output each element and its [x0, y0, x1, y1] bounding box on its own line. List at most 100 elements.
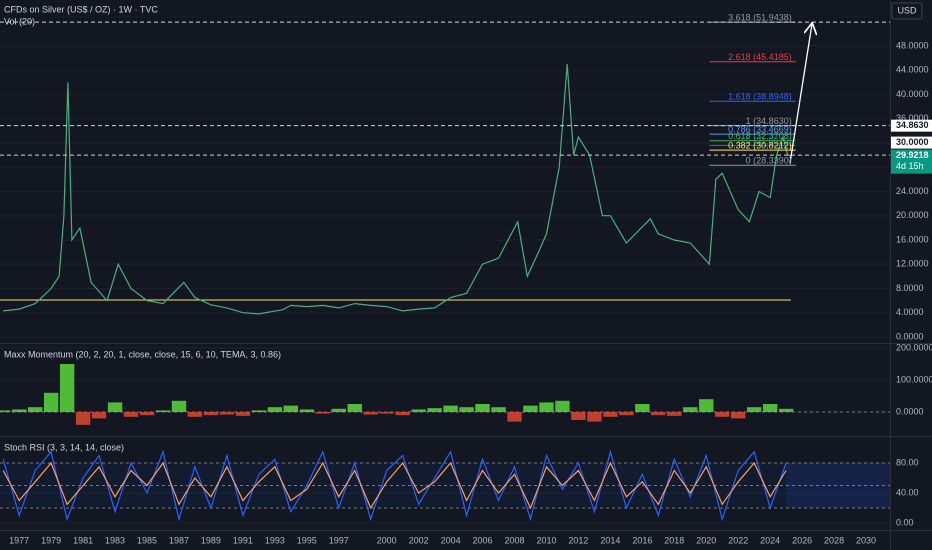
- momentum-bar: [507, 412, 522, 422]
- y-tick-label: 4.0000: [896, 307, 924, 317]
- momentum-bar: [746, 407, 762, 412]
- x-tick-label: 2030: [856, 535, 876, 545]
- momentum-bar: [43, 392, 59, 412]
- currency-label[interactable]: USD: [897, 5, 917, 15]
- x-tick-label: 1985: [137, 535, 157, 545]
- momentum-bar: [91, 412, 107, 419]
- momentum-bar: [155, 410, 171, 412]
- momentum-bar: [363, 412, 378, 415]
- x-tick-label: 2002: [409, 535, 429, 545]
- x-tick-label: 2010: [536, 535, 556, 545]
- y-tick-label: 48.0000: [896, 40, 929, 50]
- momentum-bar: [491, 407, 506, 412]
- x-tick-label: 1991: [233, 535, 253, 545]
- x-tick-label: 2008: [504, 535, 524, 545]
- momentum-bar: [411, 409, 426, 412]
- momentum-bar: [635, 404, 650, 412]
- momentum-bar: [459, 407, 474, 412]
- x-tick-label: 2026: [792, 535, 812, 545]
- x-tick-label: 1997: [329, 535, 349, 545]
- x-tick-label: 2018: [664, 535, 684, 545]
- momentum-bar: [283, 405, 298, 412]
- fib-label: 0.618 (32.3708): [728, 131, 792, 141]
- volume-label: Vol (20): [4, 16, 35, 26]
- y-tick-label: 200.0000: [896, 342, 932, 352]
- fib-label: 1.618 (38.8948): [728, 92, 792, 102]
- momentum-bar: [59, 364, 75, 412]
- momentum-bar: [299, 409, 314, 412]
- momentum-bar: [235, 412, 251, 416]
- momentum-bar: [27, 407, 43, 412]
- y-tick-label: 100.0000: [896, 374, 932, 384]
- y-tick-label: 40.00: [896, 487, 919, 497]
- fib-label: 0.382 (30.8212): [728, 141, 792, 151]
- momentum-bar: [187, 412, 203, 417]
- momentum-bar: [251, 410, 267, 412]
- x-tick-label: 1995: [297, 535, 317, 545]
- x-tick-label: 1981: [73, 535, 93, 545]
- stoch-line: [2, 449, 787, 522]
- momentum-bar: [523, 405, 538, 412]
- x-tick-label: 2014: [600, 535, 620, 545]
- momentum-bar: [619, 412, 634, 416]
- x-tick-label: 1993: [265, 535, 285, 545]
- x-tick-label: 1977: [9, 535, 29, 545]
- fib-label: 0 (28.3390): [746, 156, 792, 166]
- x-tick-label: 2000: [377, 535, 397, 545]
- y-tick-label: 20.0000: [896, 210, 929, 220]
- momentum-bar: [667, 412, 682, 416]
- x-tick-label: 2020: [696, 535, 716, 545]
- y-tick-label: 24.0000: [896, 186, 929, 196]
- y-tick-label: 0.0000: [896, 406, 924, 416]
- momentum-bar: [778, 408, 794, 412]
- x-tick-label: 2028: [824, 535, 844, 545]
- fib-label: 0.5 (31.6010): [738, 136, 792, 146]
- momentum-bar: [571, 412, 586, 420]
- stoch-line: [2, 461, 787, 510]
- x-tick-label: 1979: [41, 535, 61, 545]
- fib-label: 0.786 (33.4669): [728, 125, 792, 135]
- momentum-bar: [715, 412, 730, 417]
- projection-arrow: [789, 24, 812, 164]
- x-tick-label: 2022: [728, 535, 748, 545]
- y-tick-label: 16.0000: [896, 234, 929, 244]
- momentum-bar: [651, 412, 666, 416]
- y-tick-label: 0.0000: [896, 331, 924, 341]
- x-tick-label: 1983: [105, 535, 125, 545]
- y-tick-label: 40.0000: [896, 89, 929, 99]
- momentum-bar: [683, 407, 698, 412]
- y-tick-label: 0.00: [896, 517, 914, 527]
- price-line: [3, 64, 791, 315]
- momentum-bar: [267, 407, 283, 412]
- momentum-bar: [107, 402, 123, 412]
- fib-label: 2.618 (45.4185): [728, 52, 792, 62]
- momentum-bar: [603, 412, 618, 417]
- momentum-bar: [0, 410, 11, 412]
- indicator-title: Maxx Momentum (20, 2, 20, 1, close, clos…: [4, 349, 281, 359]
- x-tick-label: 1987: [169, 535, 189, 545]
- y-tick-label: 80.00: [896, 457, 919, 467]
- momentum-bar: [379, 412, 394, 414]
- momentum-bar: [699, 399, 714, 412]
- momentum-bar: [395, 412, 410, 416]
- fib-label: 3.618 (51.9438): [728, 13, 792, 23]
- y-tick-label: 12.0000: [896, 259, 929, 269]
- price-label: 34.8630: [896, 120, 929, 130]
- momentum-bar: [139, 412, 155, 416]
- x-tick-label: 2012: [568, 535, 588, 545]
- momentum-bar: [123, 412, 139, 417]
- chart-title: CFDs on Silver (US$ / OZ) · 1W · TVC: [4, 4, 158, 14]
- momentum-bar: [347, 404, 362, 412]
- price-label-box: [891, 136, 932, 149]
- x-tick-label: 2006: [473, 535, 493, 545]
- momentum-bar: [587, 412, 602, 422]
- price-label-box: [891, 119, 932, 132]
- currency-button[interactable]: [891, 2, 923, 20]
- momentum-bar: [315, 412, 330, 414]
- momentum-bar: [443, 405, 458, 412]
- indicator-title: Stoch RSI (3, 3, 14, 14, close): [4, 442, 124, 452]
- momentum-bar: [75, 412, 91, 425]
- y-tick-label: 44.0000: [896, 65, 929, 75]
